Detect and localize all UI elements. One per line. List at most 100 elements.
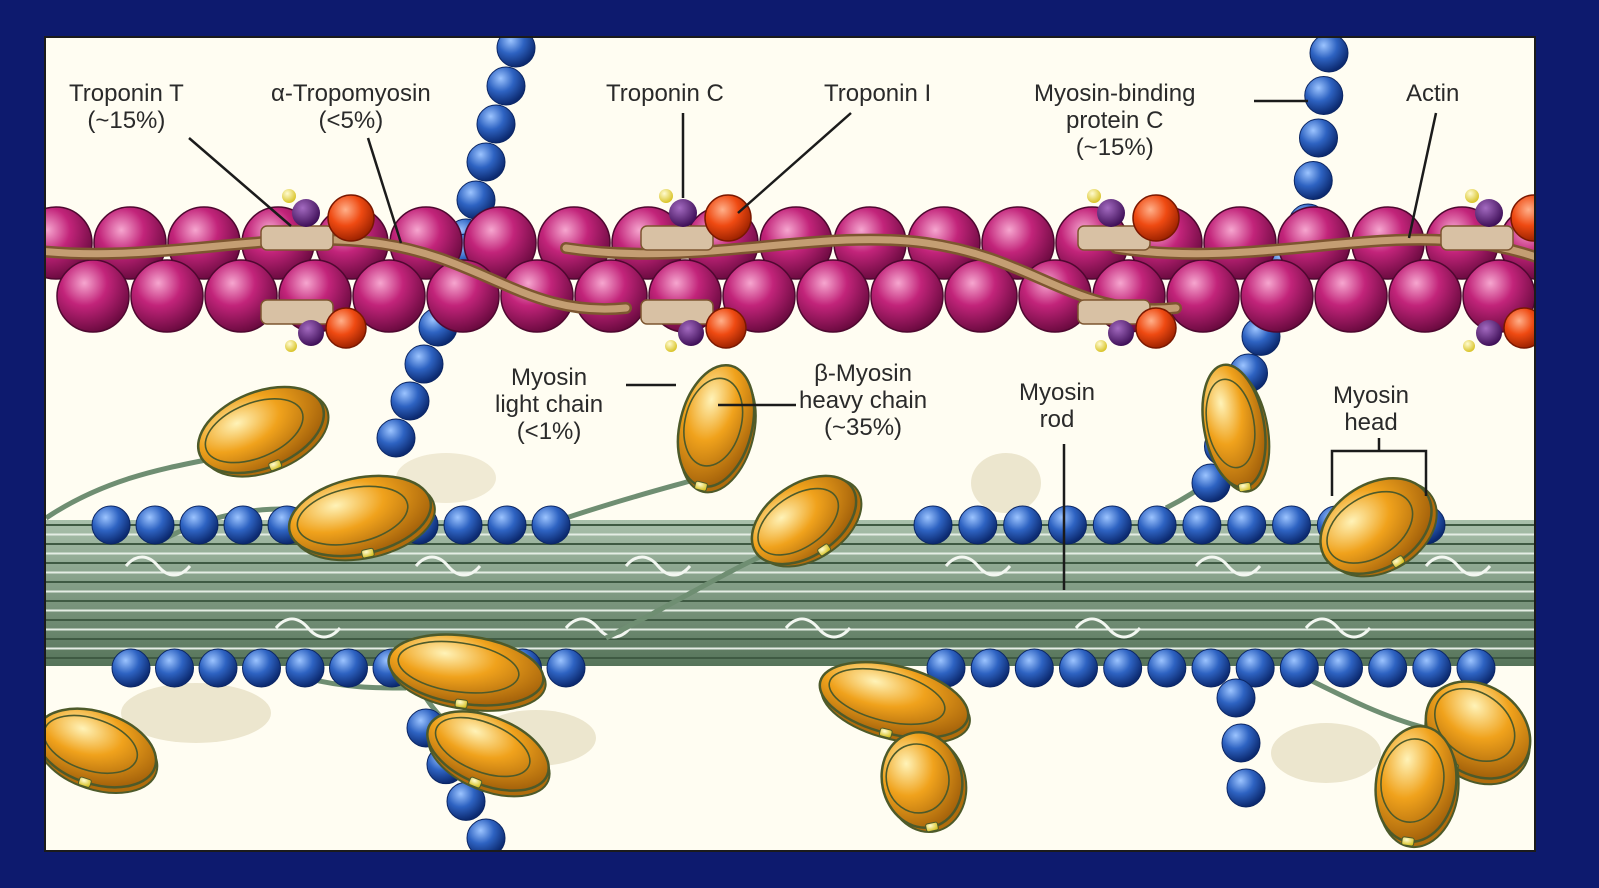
troponin-c-sphere xyxy=(1510,194,1534,242)
troponin-complexes xyxy=(260,189,1534,352)
actin-monomer xyxy=(1240,259,1314,333)
myosin-light-chain xyxy=(1401,836,1415,847)
titin-bead xyxy=(546,648,586,688)
troponin-c-sphere xyxy=(704,194,752,242)
myosin-head-rim xyxy=(757,487,840,556)
titin-bead xyxy=(242,648,281,688)
titin-bead xyxy=(135,505,175,545)
label-troponin-c: Troponin C xyxy=(603,80,727,107)
myosin-light-chain xyxy=(77,776,92,788)
troponin-c-sphere xyxy=(1132,194,1180,242)
myosin-head xyxy=(676,363,757,494)
titin-bead xyxy=(404,344,444,384)
actin-monomer xyxy=(796,259,870,333)
troponin-subunit xyxy=(1097,199,1125,227)
label-troponin-i-name: Troponin I xyxy=(824,80,932,107)
titin-bead xyxy=(390,381,430,421)
myosin-head-rim xyxy=(1434,687,1516,763)
titin-bead xyxy=(376,418,416,458)
myosin-light-chain xyxy=(817,543,832,557)
troponin-subunit-small xyxy=(659,189,673,203)
sarcomere-diagram-panel: Troponin T (~15%) α-Tropomyosin (<5%) Tr… xyxy=(44,36,1536,852)
titin-bead xyxy=(1309,38,1349,73)
titin-bead xyxy=(466,818,506,850)
titin-bead xyxy=(91,505,131,545)
actin-monomer xyxy=(1166,259,1240,333)
actin-monomer xyxy=(1314,259,1388,333)
label-troponin-t-pct: (~15%) xyxy=(87,107,166,134)
myosin-head xyxy=(750,474,863,568)
myosin-strand-twist xyxy=(784,617,852,639)
titin-bead xyxy=(1293,161,1333,200)
actin-monomer xyxy=(352,259,426,333)
myosin-light-chain xyxy=(468,776,483,789)
titin-bead xyxy=(1299,118,1338,158)
titin-bead xyxy=(329,648,368,688)
myosin-strand-twist xyxy=(624,555,692,577)
label-leader-lines xyxy=(188,99,1438,590)
titin-bead xyxy=(531,505,571,545)
troponin-i-sphere xyxy=(1503,307,1534,349)
myosin-light-chain xyxy=(1391,555,1406,568)
label-light-chain: Myosin light chain (<1%) xyxy=(492,364,607,445)
actin-monomer xyxy=(93,206,167,280)
titin-bead xyxy=(1014,648,1054,688)
troponin-t-rod xyxy=(1440,225,1514,251)
titin-bead xyxy=(179,505,219,545)
troponin-subunit-small xyxy=(1087,189,1101,203)
label-mybpc: Myosin-binding protein C (~15%) xyxy=(1031,80,1199,161)
troponin-t-rod xyxy=(260,299,334,325)
myosin-light-chain xyxy=(1237,481,1252,493)
label-myosin-head: Myosin head xyxy=(1330,382,1413,436)
myosin-light-chain xyxy=(878,727,893,739)
myosin-head xyxy=(1319,477,1438,578)
myosin-head xyxy=(196,385,330,478)
myosin-strand-twist xyxy=(944,555,1012,577)
actin-monomer xyxy=(574,259,648,333)
myosin-head-rim xyxy=(1326,490,1414,564)
titin-bead xyxy=(958,505,998,545)
myosin-head xyxy=(426,710,551,798)
leader-tropomyosin xyxy=(366,137,403,244)
label-myosin-head-line1: Myosin xyxy=(1333,382,1410,409)
label-troponin-t-name: Troponin T xyxy=(69,80,184,107)
leader-troponin-i xyxy=(737,112,852,214)
titin-bead xyxy=(487,505,527,545)
troponin-subunit-small xyxy=(1095,340,1107,352)
myosin-head xyxy=(387,633,547,712)
myosin-strand-twist xyxy=(414,555,482,577)
troponin-subunit xyxy=(669,199,697,227)
troponin-subunit xyxy=(1476,320,1502,346)
tropomyosin-strand xyxy=(562,236,1180,313)
myosin-light-chain xyxy=(268,459,283,472)
titin-bead xyxy=(1227,505,1267,545)
titin-bead xyxy=(970,648,1010,688)
titin-bead xyxy=(111,648,151,688)
titin-bead xyxy=(1047,505,1087,545)
titin-bead xyxy=(1059,648,1098,688)
myosin-head-rim xyxy=(204,398,304,464)
troponin-i-sphere xyxy=(705,307,747,349)
myosin-light-chain xyxy=(454,698,469,709)
troponin-subunit-small xyxy=(1463,340,1475,352)
label-tropomyosin: α-Tropomyosin (<5%) xyxy=(268,80,434,134)
myosin-head xyxy=(287,474,436,562)
troponin-subunit-small xyxy=(665,340,677,352)
titin-bead xyxy=(1182,505,1222,545)
troponin-subunit xyxy=(1475,199,1503,227)
troponin-subunit xyxy=(1108,320,1134,346)
troponin-c-sphere xyxy=(327,194,375,242)
troponin-t-rod xyxy=(260,225,334,251)
titin-bead xyxy=(1324,648,1363,688)
myosin-heads xyxy=(46,363,1532,849)
myosin-light-chain xyxy=(925,821,939,833)
titin-bead xyxy=(285,648,325,688)
titin-bead xyxy=(155,648,194,688)
label-heavy-chain-line2: heavy chain xyxy=(799,387,928,414)
label-heavy-chain: β-Myosin heavy chain (~35%) xyxy=(796,360,931,441)
myosin-neck xyxy=(1304,675,1427,731)
titin-bead xyxy=(1221,723,1261,763)
myosin-head xyxy=(818,660,971,745)
titin-bead xyxy=(1272,505,1312,545)
actin-monomer xyxy=(537,206,611,280)
